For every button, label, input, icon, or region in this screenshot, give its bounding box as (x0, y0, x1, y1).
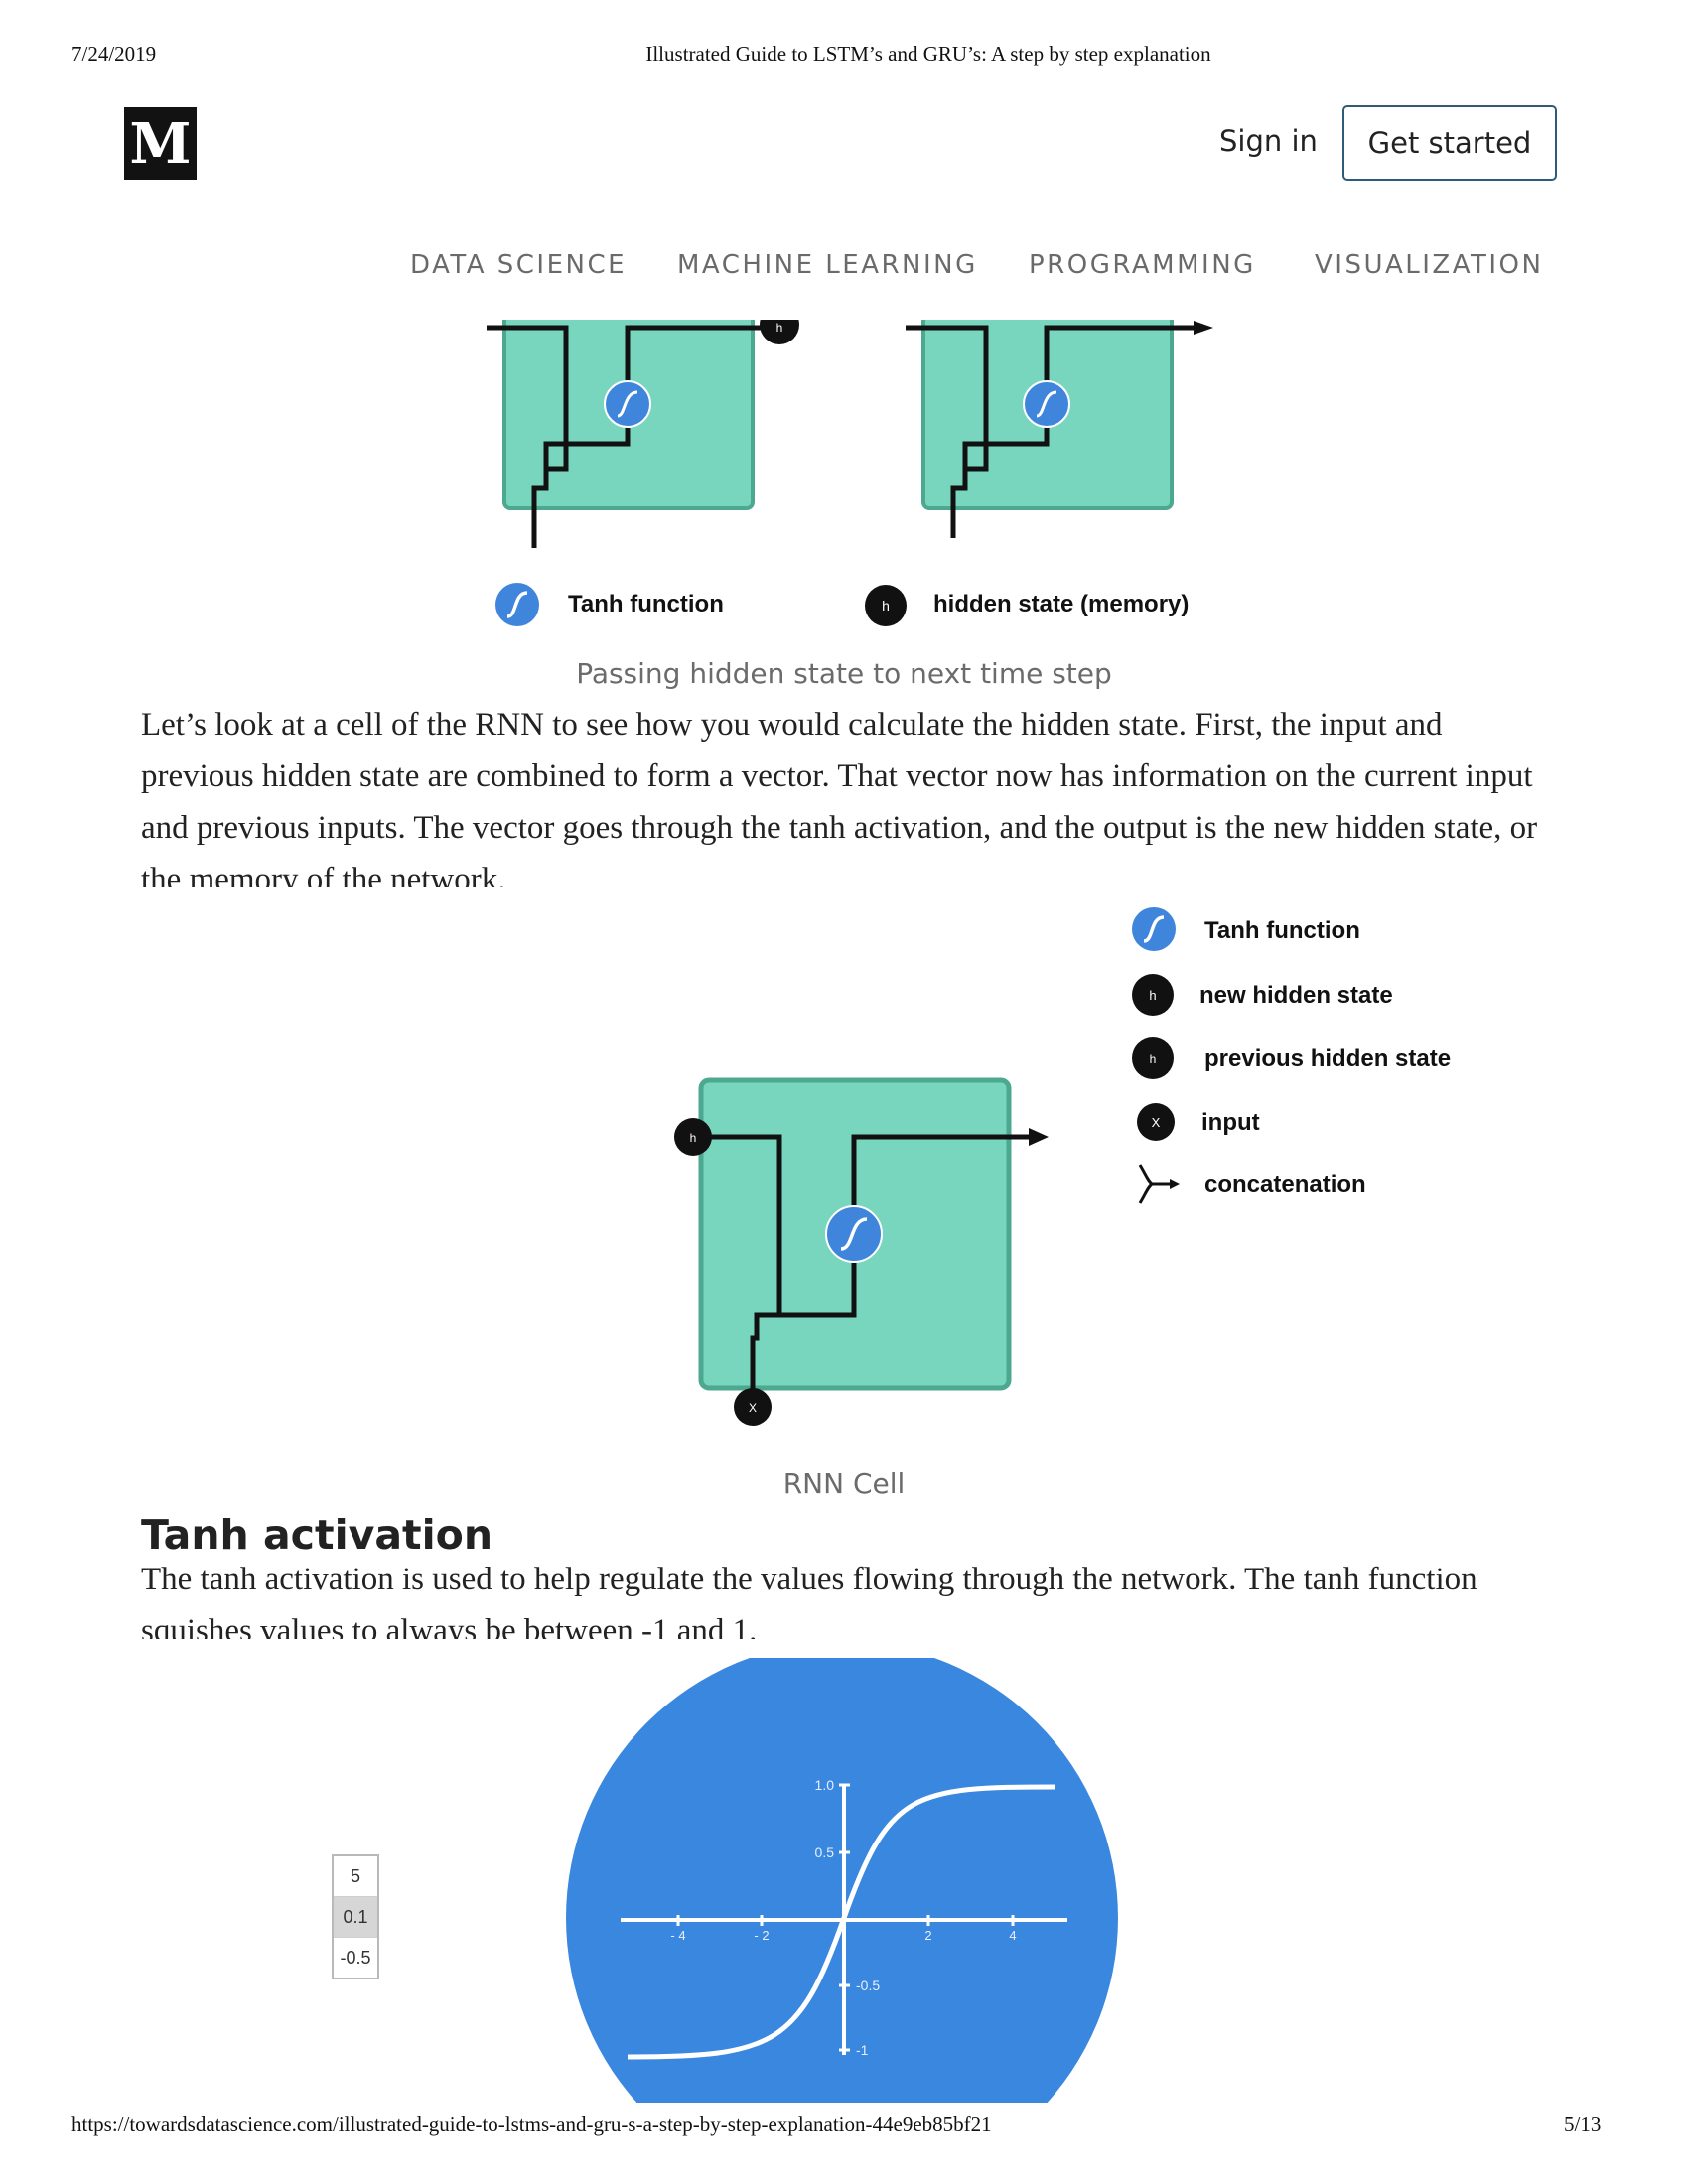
output-arrow-icon (1029, 1128, 1049, 1146)
legend-tanh-label: Tanh function (568, 591, 724, 617)
y-tick-label: -1 (856, 2042, 869, 2058)
legend-h-symbol: h (882, 598, 890, 614)
hidden-path-right-2 (962, 325, 1194, 469)
medium-logo[interactable]: M (124, 107, 197, 180)
vector-cell: 5 (334, 1856, 377, 1897)
legend2-new-hidden-label: new hidden state (1199, 982, 1393, 1009)
legend-new-hidden-icon: h (1132, 974, 1174, 1016)
legend2-tanh-label: Tanh function (1204, 917, 1360, 944)
nav-programming[interactable]: PROGRAMMING (1029, 250, 1256, 280)
hidden-state-diagram: h (487, 320, 1213, 548)
legend-previous-hidden-icon: h (1132, 1037, 1174, 1079)
x-tick-label: 4 (1009, 1928, 1016, 1943)
hidden-path-left-2 (543, 325, 774, 469)
print-footer-url: https://towardsdatascience.com/illustrat… (71, 2113, 992, 2136)
tanh-graph: 1.0 0.5 -0.5 -1 - 4 - 2 2 4 (566, 1658, 1118, 2103)
legend-input-icon: X (1137, 1103, 1175, 1141)
get-started-button[interactable]: Get started (1342, 105, 1557, 181)
previous-hidden-state-icon (674, 1118, 712, 1156)
hidden-state-legend-icon: h (865, 585, 907, 626)
legend2-input-label: input (1201, 1109, 1260, 1136)
legend-new-hidden-symbol: h (1149, 988, 1156, 1003)
tanh-curve-icon (840, 1217, 868, 1251)
tanh-curve (627, 1784, 1055, 2060)
arrow-head-icon (1194, 321, 1213, 335)
y-tick-label: 0.5 (815, 1844, 835, 1860)
input-node-icon (734, 1388, 772, 1426)
concatenation-icon (1138, 1164, 1180, 1204)
print-title: Illustrated Guide to LSTM’s and GRU’s: A… (645, 42, 1211, 66)
legend-hidden-label: hidden state (memory) (933, 591, 1190, 617)
sign-in-link[interactable]: Sign in (1219, 124, 1318, 158)
legend-input-symbol: X (1152, 1115, 1161, 1130)
tanh-icon (604, 380, 651, 428)
legend-previous-hidden-symbol: h (1150, 1052, 1157, 1066)
tanh-curve-icon (1036, 390, 1057, 418)
hidden-state-node-icon (760, 320, 799, 344)
rnn-cell-diagram: h X (674, 1077, 1049, 1426)
input-vector: 5 0.1 -0.5 (332, 1854, 379, 1979)
nav-visualization[interactable]: VISUALIZATION (1315, 250, 1544, 280)
input-symbol: X (749, 1401, 757, 1415)
vector-cell-highlighted: 0.1 (334, 1897, 377, 1938)
tanh-legend-icon (495, 583, 539, 626)
prev-state-symbol: h (690, 1131, 697, 1145)
legend-tanh-icon (1132, 907, 1176, 951)
vector-cell: -0.5 (340, 1947, 371, 1968)
legend2-concatenation-label: concatenation (1204, 1171, 1366, 1198)
nav-data-science[interactable]: DATA SCIENCE (410, 250, 628, 280)
hidden-node-label: h (776, 321, 783, 335)
x-tick-label: 2 (924, 1928, 931, 1943)
paragraph-rnn-cell: Let’s look at a cell of the RNN to see h… (141, 707, 1538, 887)
print-footer-page: 5/13 (1564, 2113, 1602, 2136)
nav-machine-learning[interactable]: MACHINE LEARNING (677, 250, 978, 280)
figure1-caption: Passing hidden state to next time step (576, 657, 1112, 690)
x-tick-label: - 2 (754, 1928, 769, 1943)
paragraph-tanh: The tanh activation is used to help regu… (141, 1562, 1477, 1639)
section-heading: Tanh activation (141, 1511, 493, 1559)
x-tick-label: - 4 (670, 1928, 685, 1943)
print-date: 7/24/2019 (71, 42, 157, 66)
y-tick-label: 1.0 (815, 1777, 835, 1793)
y-tick-label: -0.5 (856, 1978, 880, 1993)
tanh-icon (1023, 380, 1070, 428)
tanh-curve-icon (617, 390, 638, 418)
legend2-previous-hidden-label: previous hidden state (1204, 1045, 1452, 1072)
figure2-caption: RNN Cell (782, 1467, 906, 1500)
